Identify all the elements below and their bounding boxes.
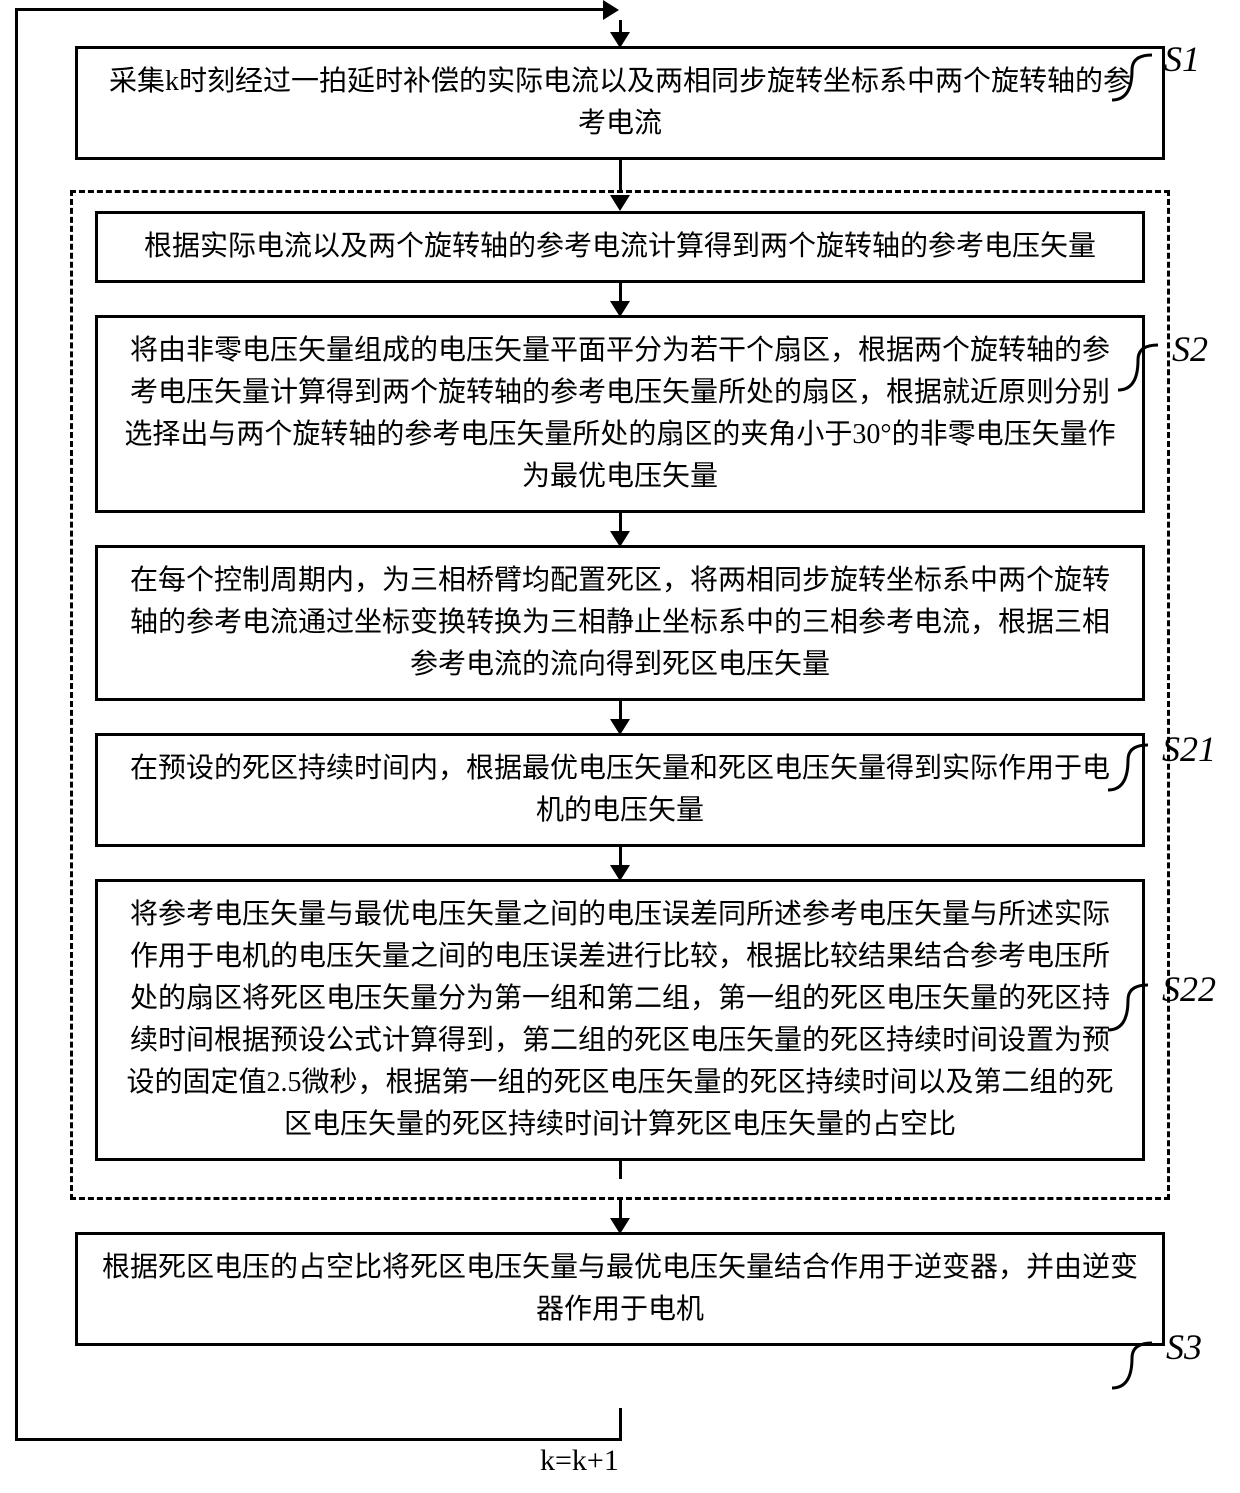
- feedback-line-down: [619, 1408, 622, 1438]
- step-s1-text: 采集k时刻经过一拍延时补偿的实际电流以及两相同步旋转坐标系中两个旋转轴的参考电流: [109, 66, 1131, 139]
- label-s1: S1: [1164, 38, 1200, 80]
- step-s2a-box: 根据实际电流以及两个旋转轴的参考电流计算得到两个旋转轴的参考电压矢量: [95, 211, 1145, 283]
- step-s22-box: 将参考电压矢量与最优电压矢量之间的电压误差同所述参考电压矢量与所述实际作用于电机…: [95, 879, 1145, 1161]
- step-s2b-box: 将由非零电压矢量组成的电压矢量平面平分为若干个扇区，根据两个旋转轴的参考电压矢量…: [95, 315, 1145, 513]
- step-s2b-text: 将由非零电压矢量组成的电压矢量平面平分为若干个扇区，根据两个旋转轴的参考电压矢量…: [124, 335, 1115, 492]
- step-s1-box: 采集k时刻经过一拍延时补偿的实际电流以及两相同步旋转坐标系中两个旋转轴的参考电流: [75, 46, 1165, 160]
- feedback-line-top: [15, 8, 605, 11]
- flowchart-container: 采集k时刻经过一拍延时补偿的实际电流以及两相同步旋转坐标系中两个旋转轴的参考电流…: [30, 20, 1210, 1346]
- step-s2c-text: 在每个控制周期内，为三相桥臂均配置死区，将两相同步旋转坐标系中两个旋转轴的参考电…: [130, 565, 1110, 680]
- feedback-line-left: [15, 8, 18, 1441]
- step-s3-box: 根据死区电压的占空比将死区电压矢量与最优电压矢量结合作用于逆变器，并由逆变器作用…: [75, 1232, 1165, 1346]
- step-s21-text: 在预设的死区持续时间内，根据最优电压矢量和死区电压矢量得到实际作用于电机的电压矢…: [130, 753, 1110, 826]
- step-s2c-box: 在每个控制周期内，为三相桥臂均配置死区，将两相同步旋转坐标系中两个旋转轴的参考电…: [95, 545, 1145, 701]
- label-s22: S22: [1162, 968, 1216, 1010]
- label-s21: S21: [1162, 728, 1216, 770]
- feedback-arrowhead: [603, 0, 619, 20]
- step-s2a-text: 根据实际电流以及两个旋转轴的参考电流计算得到两个旋转轴的参考电压矢量: [144, 231, 1096, 262]
- group-s2-dashed: 根据实际电流以及两个旋转轴的参考电流计算得到两个旋转轴的参考电压矢量 将由非零电…: [70, 190, 1170, 1200]
- step-s22-text: 将参考电压矢量与最优电压矢量之间的电压误差同所述参考电压矢量与所述实际作用于电机…: [126, 899, 1113, 1140]
- feedback-text: k=k+1: [540, 1444, 619, 1478]
- label-s3: S3: [1166, 1326, 1202, 1368]
- step-s21-box: 在预设的死区持续时间内，根据最优电压矢量和死区电压矢量得到实际作用于电机的电压矢…: [95, 733, 1145, 847]
- label-s2: S2: [1172, 328, 1208, 370]
- feedback-line-bottom: [15, 1438, 622, 1441]
- step-s3-text: 根据死区电压的占空比将死区电压矢量与最优电压矢量结合作用于逆变器，并由逆变器作用…: [102, 1252, 1138, 1325]
